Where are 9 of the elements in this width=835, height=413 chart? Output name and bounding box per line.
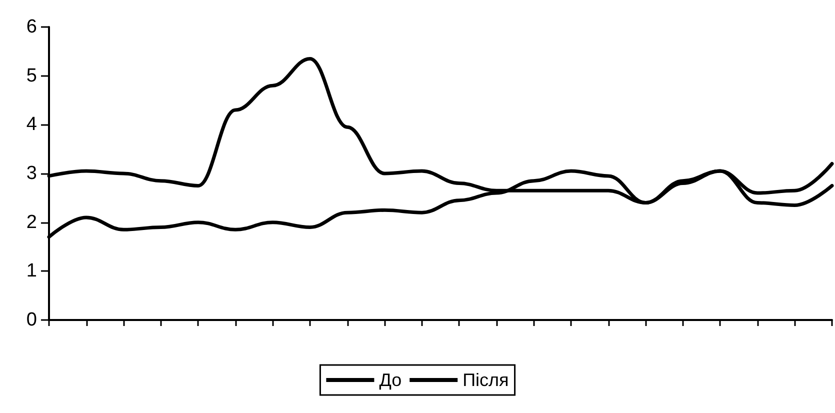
y-tick-label: 3 [26,163,37,184]
y-tick-label: 1 [26,260,37,282]
y-tick-label: 5 [26,65,37,86]
legend-label: До [379,370,402,390]
y-tick-label: 6 [26,16,37,38]
y-tick-label: 4 [26,114,38,136]
y-tick-label: 2 [26,212,37,233]
legend-label: Після [462,370,509,390]
y-tick-label: 0 [26,310,37,330]
